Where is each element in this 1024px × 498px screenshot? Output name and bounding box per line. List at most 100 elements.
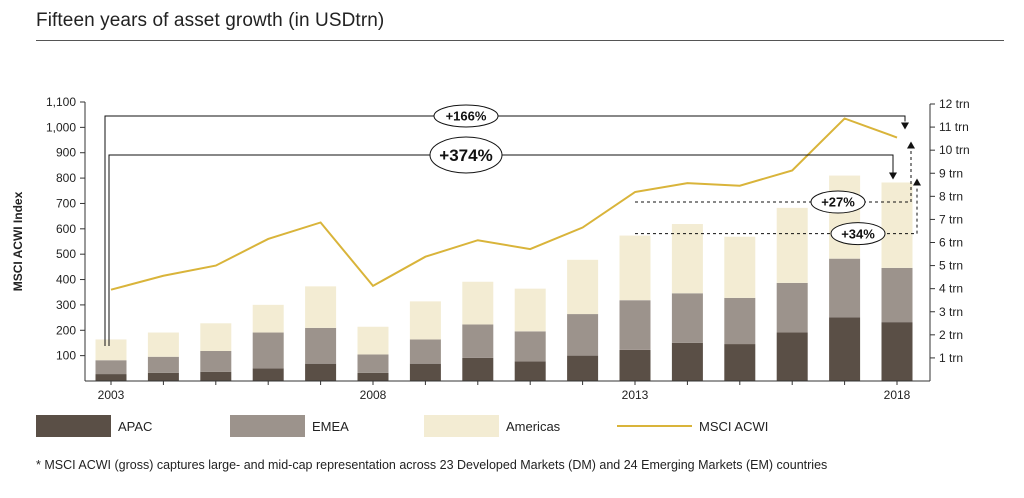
y-tick-label-right: 6 trn [939,236,963,250]
y-tick-label-left: 500 [56,247,76,261]
bar-apac-2018 [881,322,913,381]
bar-emea-2008 [357,354,389,373]
bar-emea-2007 [305,327,337,364]
bar-apac-2004 [147,372,179,381]
bar-apac-2006 [252,368,284,381]
annotation-374: +374% [439,146,492,165]
y-tick-label-right: 10 trn [939,143,970,157]
legend-msci-acwi-label: MSCI ACWI [699,419,768,434]
y-tick-label-left: 800 [56,171,76,185]
y-tick-label-right: 2 trn [939,328,963,342]
legend-americas-label: Americas [506,419,561,434]
bar-americas-2004 [147,332,179,357]
bar-emea-2012 [567,314,599,356]
bar-americas-2011 [514,288,546,332]
bar-emea-2010 [462,324,494,358]
bar-apac-2012 [567,355,599,381]
y-tick-label-left: 600 [56,222,76,236]
bar-americas-2018 [881,182,913,268]
y-tick-label-right: 8 trn [939,189,963,203]
bar-apac-2005 [200,371,232,381]
bar-emea-2018 [881,267,913,323]
bar-americas-2005 [200,323,232,351]
y-tick-label-right: 3 trn [939,305,963,319]
x-tick-label-2003: 2003 [98,388,125,402]
line-msci-acwi [110,117,898,291]
y-tick-label-left: 1,000 [46,120,76,134]
legend-apac-swatch [36,415,111,437]
bar-americas-2006 [252,304,284,333]
bar-americas-2008 [357,326,389,355]
annotation-34: +34% [841,226,875,241]
bar-apac-2016 [776,332,808,381]
bar-apac-2008 [357,372,389,381]
annotation-27: +27% [821,195,855,210]
legend-emea-label: EMEA [312,419,349,434]
bar-americas-2003 [95,339,127,361]
bar-apac-2015 [724,344,756,381]
y-tick-label-right: 1 trn [939,351,963,365]
title-divider [36,40,1004,41]
bar-apac-2009 [409,363,441,381]
bar-americas-2015 [724,236,756,298]
y-tick-label-left: 700 [56,196,76,210]
legend-apac-label: APAC [118,419,152,434]
y-tick-label-right: 9 trn [939,166,963,180]
bar-emea-2017 [829,258,861,318]
bar-apac-2007 [305,363,337,381]
bar-americas-2017 [829,175,861,259]
bar-emea-2003 [95,360,127,375]
y-tick-label-right: 4 trn [939,282,963,296]
bar-emea-2013 [619,300,651,350]
bar-apac-2014 [671,342,703,381]
legend-emea-swatch [230,415,305,437]
bracket-374 [108,154,894,346]
bar-emea-2004 [147,356,179,373]
arrowhead-374 [889,172,897,180]
bar-americas-2012 [567,259,599,315]
annotation-34-ellipse [830,222,886,246]
y-tick-label-right: 7 trn [939,212,963,226]
bar-americas-2007 [305,286,337,328]
bar-apac-2010 [462,357,494,381]
bar-emea-2014 [671,293,703,343]
y-tick-label-left: 400 [56,273,76,287]
chart-title: Fifteen years of asset growth (in USDtrn… [36,10,385,31]
bar-americas-2013 [619,235,651,301]
bracket-166 [104,115,906,346]
y-tick-label-left: 900 [56,146,76,160]
dashed-27 [635,149,912,203]
y-tick-label-left: 300 [56,298,76,312]
y-tick-label-left: 100 [56,349,76,363]
bar-apac-2011 [514,361,546,381]
arrowhead-27 [907,141,915,149]
y-tick-label-right: 5 trn [939,259,963,273]
x-tick-label-2018: 2018 [884,388,911,402]
arrowhead-34 [913,178,921,186]
y-tick-label-right: 12 trn [939,97,970,111]
bar-americas-2009 [409,301,441,340]
y-axis-title: MSCI ACWI Index [11,191,25,291]
bar-apac-2013 [619,349,651,381]
arrowhead-166 [901,122,909,130]
y-tick-label-left: 1,100 [46,95,76,109]
bar-emea-2006 [252,332,284,369]
bar-americas-2016 [776,207,808,283]
y-tick-label-right: 11 trn [939,120,969,134]
bar-emea-2005 [200,350,232,372]
bar-emea-2009 [409,339,441,364]
dashed-34 [635,186,918,235]
footnote: * MSCI ACWI (gross) captures large- and … [36,458,828,472]
legend-americas-swatch [424,415,499,437]
annotation-166-ellipse [433,104,499,128]
bar-americas-2014 [671,224,703,294]
bar-apac-2017 [829,317,861,381]
x-tick-label-2013: 2013 [622,388,649,402]
annotation-27-ellipse [810,190,866,214]
bar-emea-2015 [724,297,756,345]
annotation-374-ellipse [429,136,503,174]
y-tick-label-left: 200 [56,323,76,337]
x-tick-label-2008: 2008 [360,388,387,402]
annotation-166: +166% [446,109,487,124]
